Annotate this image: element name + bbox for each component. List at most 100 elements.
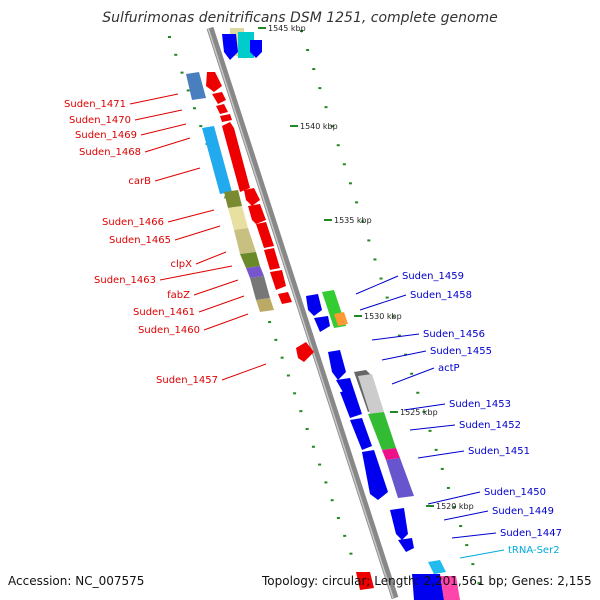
gene-label-right[interactable]: Suden_1451 [468,446,530,457]
guide-dot [286,374,290,377]
gene-label-right[interactable]: tRNA-Ser2 [508,545,560,556]
gene-label-left[interactable]: Suden_1460 [138,325,200,336]
guide-dot [324,106,328,109]
guide-dot [355,201,359,204]
feature-block[interactable] [250,276,270,300]
feature-block[interactable] [334,312,348,326]
feature-arrow[interactable] [222,122,250,192]
guide-dot [268,321,272,324]
gene-label-right[interactable]: Suden_1458 [410,290,472,301]
feature-block[interactable] [240,252,260,268]
feature-arrow[interactable] [306,294,322,316]
gene-label-right[interactable]: Suden_1456 [423,329,485,340]
feature-arrow[interactable] [248,204,266,224]
feature-block[interactable] [428,560,446,574]
feature-block[interactable] [440,576,460,600]
leader-line [409,424,456,431]
guide-dot [324,481,328,484]
feature-arrow[interactable] [390,508,408,540]
gene-label-right[interactable]: actP [438,363,460,374]
feature-block[interactable] [386,458,414,498]
leader-line [195,251,227,265]
feature-arrow[interactable] [212,92,226,104]
feature-arrow[interactable] [340,390,362,418]
feature-block[interactable] [356,572,374,590]
feature-block[interactable] [186,72,206,100]
gene-label-left[interactable]: fabZ [167,290,190,301]
feature-arrow[interactable] [244,188,260,206]
feature-block[interactable] [368,412,396,450]
guide-dot [348,182,352,185]
feature-arrow[interactable] [350,418,372,450]
gene-label-right[interactable]: Suden_1452 [459,420,521,431]
feature-arrow[interactable] [206,72,222,92]
guide-dot [342,163,346,166]
feature-arrow[interactable] [256,222,274,248]
guide-dot [193,107,197,110]
guide-dot [453,506,456,508]
feature-arrow[interactable] [296,342,314,362]
feature-arrow[interactable] [270,270,286,290]
feature-block[interactable] [234,228,256,254]
leader-line [193,279,239,296]
gene-label-left[interactable]: Suden_1465 [109,235,171,246]
feature-arrow[interactable] [264,248,280,270]
feature-block[interactable] [228,206,248,230]
guide-dot [361,220,365,223]
leader-line [403,403,446,411]
gene-label-right[interactable]: Suden_1455 [430,346,492,357]
gene-label-left[interactable]: Suden_1463 [94,275,156,286]
leader-line [417,450,465,459]
feature-block[interactable] [412,574,444,600]
gene-label-left[interactable]: Suden_1469 [75,130,137,141]
guide-dot [471,563,475,566]
feature-arrow[interactable] [336,378,354,394]
gene-label-left[interactable]: Suden_1468 [79,147,141,158]
gene-label-right[interactable]: Suden_1453 [449,399,511,410]
gene-label-right[interactable]: Suden_1449 [492,506,554,517]
feature-track [186,28,460,600]
feature-arrow[interactable] [220,114,232,122]
guide-dot [410,372,414,375]
gene-label-right[interactable]: Suden_1447 [500,528,562,539]
guide-dot [330,125,334,128]
gene-label-left[interactable]: Suden_1466 [102,217,164,228]
feature-block[interactable] [358,374,384,414]
genome-summary: Topology: circular; Length: 2,201,561 bp… [262,574,592,588]
leader-line [154,167,201,182]
guide-dot [422,410,426,413]
leader-line [391,367,435,385]
guide-dot [293,392,297,395]
feature-arrow[interactable] [398,538,414,552]
feature-arrow[interactable] [222,34,238,60]
feature-block[interactable] [202,126,232,194]
genome-backbone [206,26,399,600]
feature-arrow[interactable] [250,40,262,58]
feature-block[interactable] [246,266,264,278]
gene-label-right[interactable]: Suden_1459 [402,271,464,282]
leader-line [221,363,267,381]
gene-label-left[interactable]: clpX [171,259,193,270]
feature-arrow[interactable] [278,292,292,304]
feature-arrow[interactable] [216,104,228,114]
gene-label-right[interactable]: Suden_1450 [484,487,546,498]
guide-dot [477,582,481,585]
gene-label-left[interactable]: Suden_1461 [133,307,195,318]
feature-block[interactable] [382,448,400,460]
gene-label-left[interactable]: Suden_1471 [64,99,126,110]
feature-arrow[interactable] [328,350,346,380]
gene-label-left[interactable]: Suden_1457 [156,375,218,386]
feature-block[interactable] [224,190,242,208]
gene-label-left[interactable]: Suden_1470 [69,115,131,126]
leader-line [371,333,420,341]
leader-line [443,510,489,521]
feature-block[interactable] [256,298,274,312]
guide-dot [343,534,347,537]
guide-dot [274,338,278,341]
ruler-tick-label: 1545 kbp [268,24,306,33]
gene-label-left[interactable]: carB [128,176,151,187]
leader-line [129,93,179,105]
feature-arrow[interactable] [314,316,330,332]
feature-arrow[interactable] [362,450,388,500]
